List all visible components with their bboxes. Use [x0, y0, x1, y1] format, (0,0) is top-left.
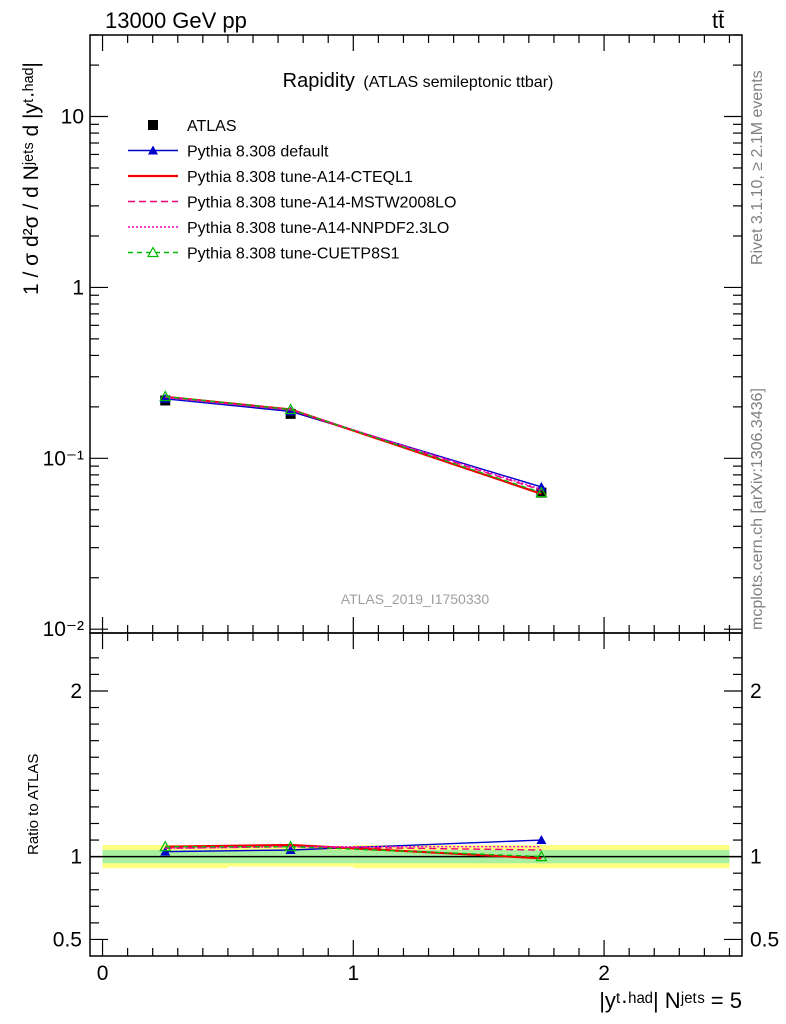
legend-label-2: Pythia 8.308 tune-A14-MSTW2008LO: [187, 195, 456, 212]
ratio-y-axis-label: Ratio to ATLAS: [25, 754, 42, 855]
series-line-3: [165, 396, 542, 490]
legend-label-3: Pythia 8.308 tune-A14-NNPDF2.3LO: [187, 220, 449, 237]
main-y-tick-label: 10: [61, 106, 84, 129]
series-marker-0: [285, 844, 296, 854]
series-marker-4: [535, 850, 548, 862]
plot-title-sub: (ATLAS semileptonic ttbar): [363, 74, 553, 91]
legend-marker-atlas: [148, 120, 158, 130]
x-tick-label: 0: [97, 962, 109, 985]
ratio-y-tick-label: 2: [70, 680, 82, 703]
legend: ATLAS Pythia 8.308 default Pythia 8.308 tu…: [128, 118, 456, 263]
ratio-y-tick-label-right: 2: [750, 680, 762, 703]
x-tick-label: 2: [598, 962, 610, 985]
analysis-watermark: ATLAS_2019_I1750330: [341, 591, 490, 607]
plot-title: Rapidity (ATLAS semileptonic ttbar): [283, 70, 554, 92]
series-line-2: [165, 396, 542, 491]
series-marker-4: [284, 840, 297, 852]
x-axis-label: |yᵗ·ʰᵃᵈ| Nʲᵉᵗˢ = 5: [599, 988, 742, 1013]
series-line-4: [165, 845, 542, 858]
ratio-y-tick-label: 1: [70, 846, 82, 869]
main-y-tick-label: 1: [72, 276, 84, 299]
series-lines: [159, 390, 548, 862]
series-line-1: [165, 395, 542, 495]
series-marker-4: [159, 840, 172, 852]
legend-label-atlas: ATLAS: [187, 118, 237, 135]
series-line-4: [165, 395, 542, 494]
series-marker-0: [536, 835, 547, 845]
series-marker-4: [284, 403, 297, 415]
main-y-axis-label: 1 / σ d²σ / d Nʲᵉᵗˢ d |yᵗ·ʰᵃᵈ|: [20, 62, 43, 295]
x-tick-label: 1: [347, 962, 359, 985]
main-y-tick-label: 10⁻²: [43, 618, 84, 641]
series-marker-4: [535, 486, 548, 498]
rivet-label: Rivet 3.1.10, ≥ 2.1M events: [749, 70, 766, 265]
series-marker-4: [159, 390, 172, 402]
ratio-plot-frame: [89, 632, 743, 957]
legend-marker-4: [146, 246, 160, 258]
legend-label-4: Pythia 8.308 tune-CUETP8S1: [187, 246, 400, 263]
series-line-3: [165, 845, 542, 850]
ratio-y-tick-label: 0.5: [53, 928, 82, 951]
axis-ticks: 10 1 10⁻¹ 10⁻² 2 2 1 1 0.5 0.5 0 1 2: [43, 34, 779, 985]
ratio-y-tick-label-right: 1: [750, 846, 762, 869]
mcplots-label: mcplots.cern.ch [arXiv:1306.3436]: [749, 388, 766, 630]
process-label: tt̄: [712, 8, 724, 33]
main-y-tick-label: 10⁻¹: [43, 447, 84, 470]
legend-label-1: Pythia 8.308 tune-A14-CTEQL1: [187, 169, 413, 186]
ratio-y-tick-label-right: 0.5: [750, 928, 779, 951]
legend-label-0: Pythia 8.308 default: [187, 144, 329, 161]
plot-title-main: Rapidity: [283, 70, 355, 92]
legend-marker-0: [148, 145, 158, 155]
energy-label: 13000 GeV pp: [105, 8, 247, 33]
